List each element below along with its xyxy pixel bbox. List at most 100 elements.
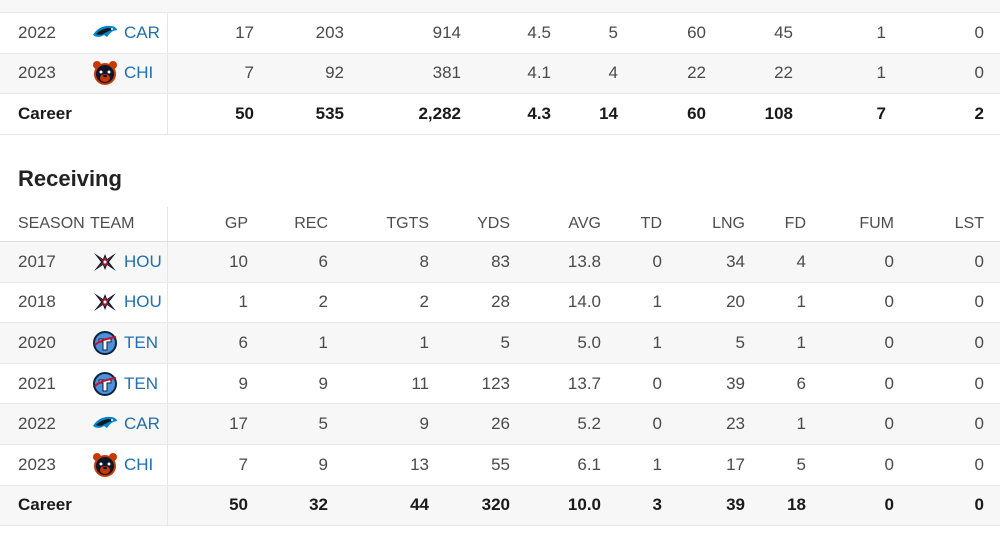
- header-tgts[interactable]: TGTS: [386, 215, 429, 232]
- stat-cell: 1: [419, 332, 429, 352]
- stat-cell: 8: [419, 251, 429, 271]
- section-title-receiving: Receiving: [18, 166, 122, 191]
- stat-cell: 2: [318, 292, 328, 312]
- header-avg[interactable]: AVG: [568, 215, 601, 232]
- table-row: 2023 CHI 7 92 381 4.1 4 22 22 1 0: [0, 53, 1000, 94]
- stat-cell: 0: [974, 22, 984, 42]
- column-divider: [167, 323, 168, 363]
- column-divider: [167, 445, 168, 485]
- stat-cell: 0: [974, 373, 984, 393]
- stat-cell: 13.7: [567, 373, 601, 393]
- header-yds[interactable]: YDS: [477, 215, 510, 232]
- team-link[interactable]: HOU: [92, 242, 172, 282]
- stat-cell: 5: [735, 332, 745, 352]
- stat-cell: 7: [238, 454, 248, 474]
- career-stat-cell: 2: [974, 103, 984, 123]
- stat-cell: 1: [796, 332, 806, 352]
- team-abbr[interactable]: TEN: [124, 373, 158, 393]
- team-abbr[interactable]: CAR: [124, 22, 160, 42]
- stat-cell: 0: [652, 373, 662, 393]
- column-divider: [167, 363, 168, 404]
- career-stat-cell: 50: [235, 103, 254, 123]
- season-cell: 2020: [18, 332, 56, 352]
- stat-cell: 4.1: [527, 63, 551, 83]
- stat-cell: 5: [318, 414, 328, 434]
- column-divider: [167, 404, 168, 444]
- career-label: Career: [18, 495, 72, 515]
- header-team[interactable]: TEAM: [90, 215, 135, 232]
- header-rec[interactable]: REC: [294, 215, 328, 232]
- stat-cell: 4.5: [527, 22, 551, 42]
- previous-row-edge: [0, 0, 1000, 13]
- season-cell: 2023: [18, 454, 56, 474]
- stat-cell: 5: [796, 454, 806, 474]
- career-stat-cell: 0: [974, 495, 984, 515]
- stat-cell: 6.1: [577, 454, 601, 474]
- header-td[interactable]: TD: [640, 215, 662, 232]
- team-abbr[interactable]: HOU: [124, 251, 162, 271]
- table-row: 2021 TEN 9 9 11 123 13.7 0 39 6 0 0: [0, 363, 1000, 405]
- stat-cell: 1: [796, 414, 806, 434]
- team-link[interactable]: CHI: [92, 445, 172, 485]
- stat-cell: 20: [726, 292, 745, 312]
- stat-cell: 22: [687, 63, 706, 83]
- stat-cell: 0: [652, 414, 662, 434]
- team-abbr[interactable]: CHI: [124, 63, 154, 83]
- stat-cell: 1: [238, 292, 248, 312]
- stat-cell: 7: [244, 63, 254, 83]
- career-stat-cell: 44: [410, 495, 429, 515]
- career-stat-cell: 4.3: [527, 103, 551, 123]
- stat-cell: 0: [884, 373, 894, 393]
- stat-cell: 1: [318, 332, 328, 352]
- header-gp[interactable]: GP: [224, 215, 248, 232]
- team-abbr[interactable]: CAR: [124, 414, 160, 434]
- titans-logo-icon: [92, 371, 118, 397]
- career-stat-cell: 2,282: [418, 103, 461, 123]
- table-row: 2017 HOU 10 6 8 83 13.8 0 34 4 0 0: [0, 242, 1000, 283]
- panthers-logo-icon: [92, 20, 118, 46]
- header-season[interactable]: SEASON: [18, 215, 85, 232]
- career-stat-cell: 535: [315, 103, 344, 123]
- team-link[interactable]: CAR: [92, 404, 172, 444]
- season-cell: 2018: [18, 292, 56, 312]
- header-fd[interactable]: FD: [784, 215, 806, 232]
- stat-cell: 914: [432, 22, 461, 42]
- career-row: Career 50 535 2,282 4.3 14 60 108 7 2: [0, 94, 1000, 135]
- season-cell: 2023: [18, 63, 56, 83]
- team-link[interactable]: TEN: [92, 323, 172, 363]
- stat-cell: 2: [419, 292, 429, 312]
- team-link[interactable]: CHI: [92, 54, 172, 94]
- column-divider: [167, 282, 168, 323]
- team-link[interactable]: HOU: [92, 283, 172, 323]
- stat-cell: 0: [884, 414, 894, 434]
- career-stat-cell: 39: [726, 495, 745, 515]
- stat-cell: 9: [318, 373, 328, 393]
- stat-cell: 39: [726, 373, 745, 393]
- header-lng[interactable]: LNG: [712, 215, 745, 232]
- column-divider: [167, 53, 168, 93]
- career-stat-cell: 18: [787, 495, 806, 515]
- stat-cell: 34: [726, 251, 745, 271]
- stat-cell: 6: [318, 251, 328, 271]
- team-link[interactable]: TEN: [92, 364, 172, 404]
- stat-cell: 1: [876, 63, 886, 83]
- team-abbr[interactable]: TEN: [124, 332, 158, 352]
- team-abbr[interactable]: CHI: [124, 454, 154, 474]
- stat-cell: 0: [974, 292, 984, 312]
- stat-cell: 0: [884, 292, 894, 312]
- stat-cell: 9: [419, 414, 429, 434]
- team-link[interactable]: CAR: [92, 13, 172, 53]
- header-lst[interactable]: LST: [954, 215, 984, 232]
- column-divider: [167, 94, 168, 134]
- team-abbr[interactable]: HOU: [124, 292, 162, 312]
- season-cell: 2022: [18, 414, 56, 434]
- header-fum[interactable]: FUM: [859, 215, 894, 232]
- stat-cell: 1: [652, 454, 662, 474]
- stat-cell: 17: [229, 414, 248, 434]
- career-stat-cell: 10.0: [567, 495, 601, 515]
- column-divider: [167, 207, 168, 241]
- column-divider: [167, 485, 168, 526]
- stat-cell: 13.8: [567, 251, 601, 271]
- stat-cell: 10: [229, 251, 248, 271]
- stat-cell: 0: [974, 414, 984, 434]
